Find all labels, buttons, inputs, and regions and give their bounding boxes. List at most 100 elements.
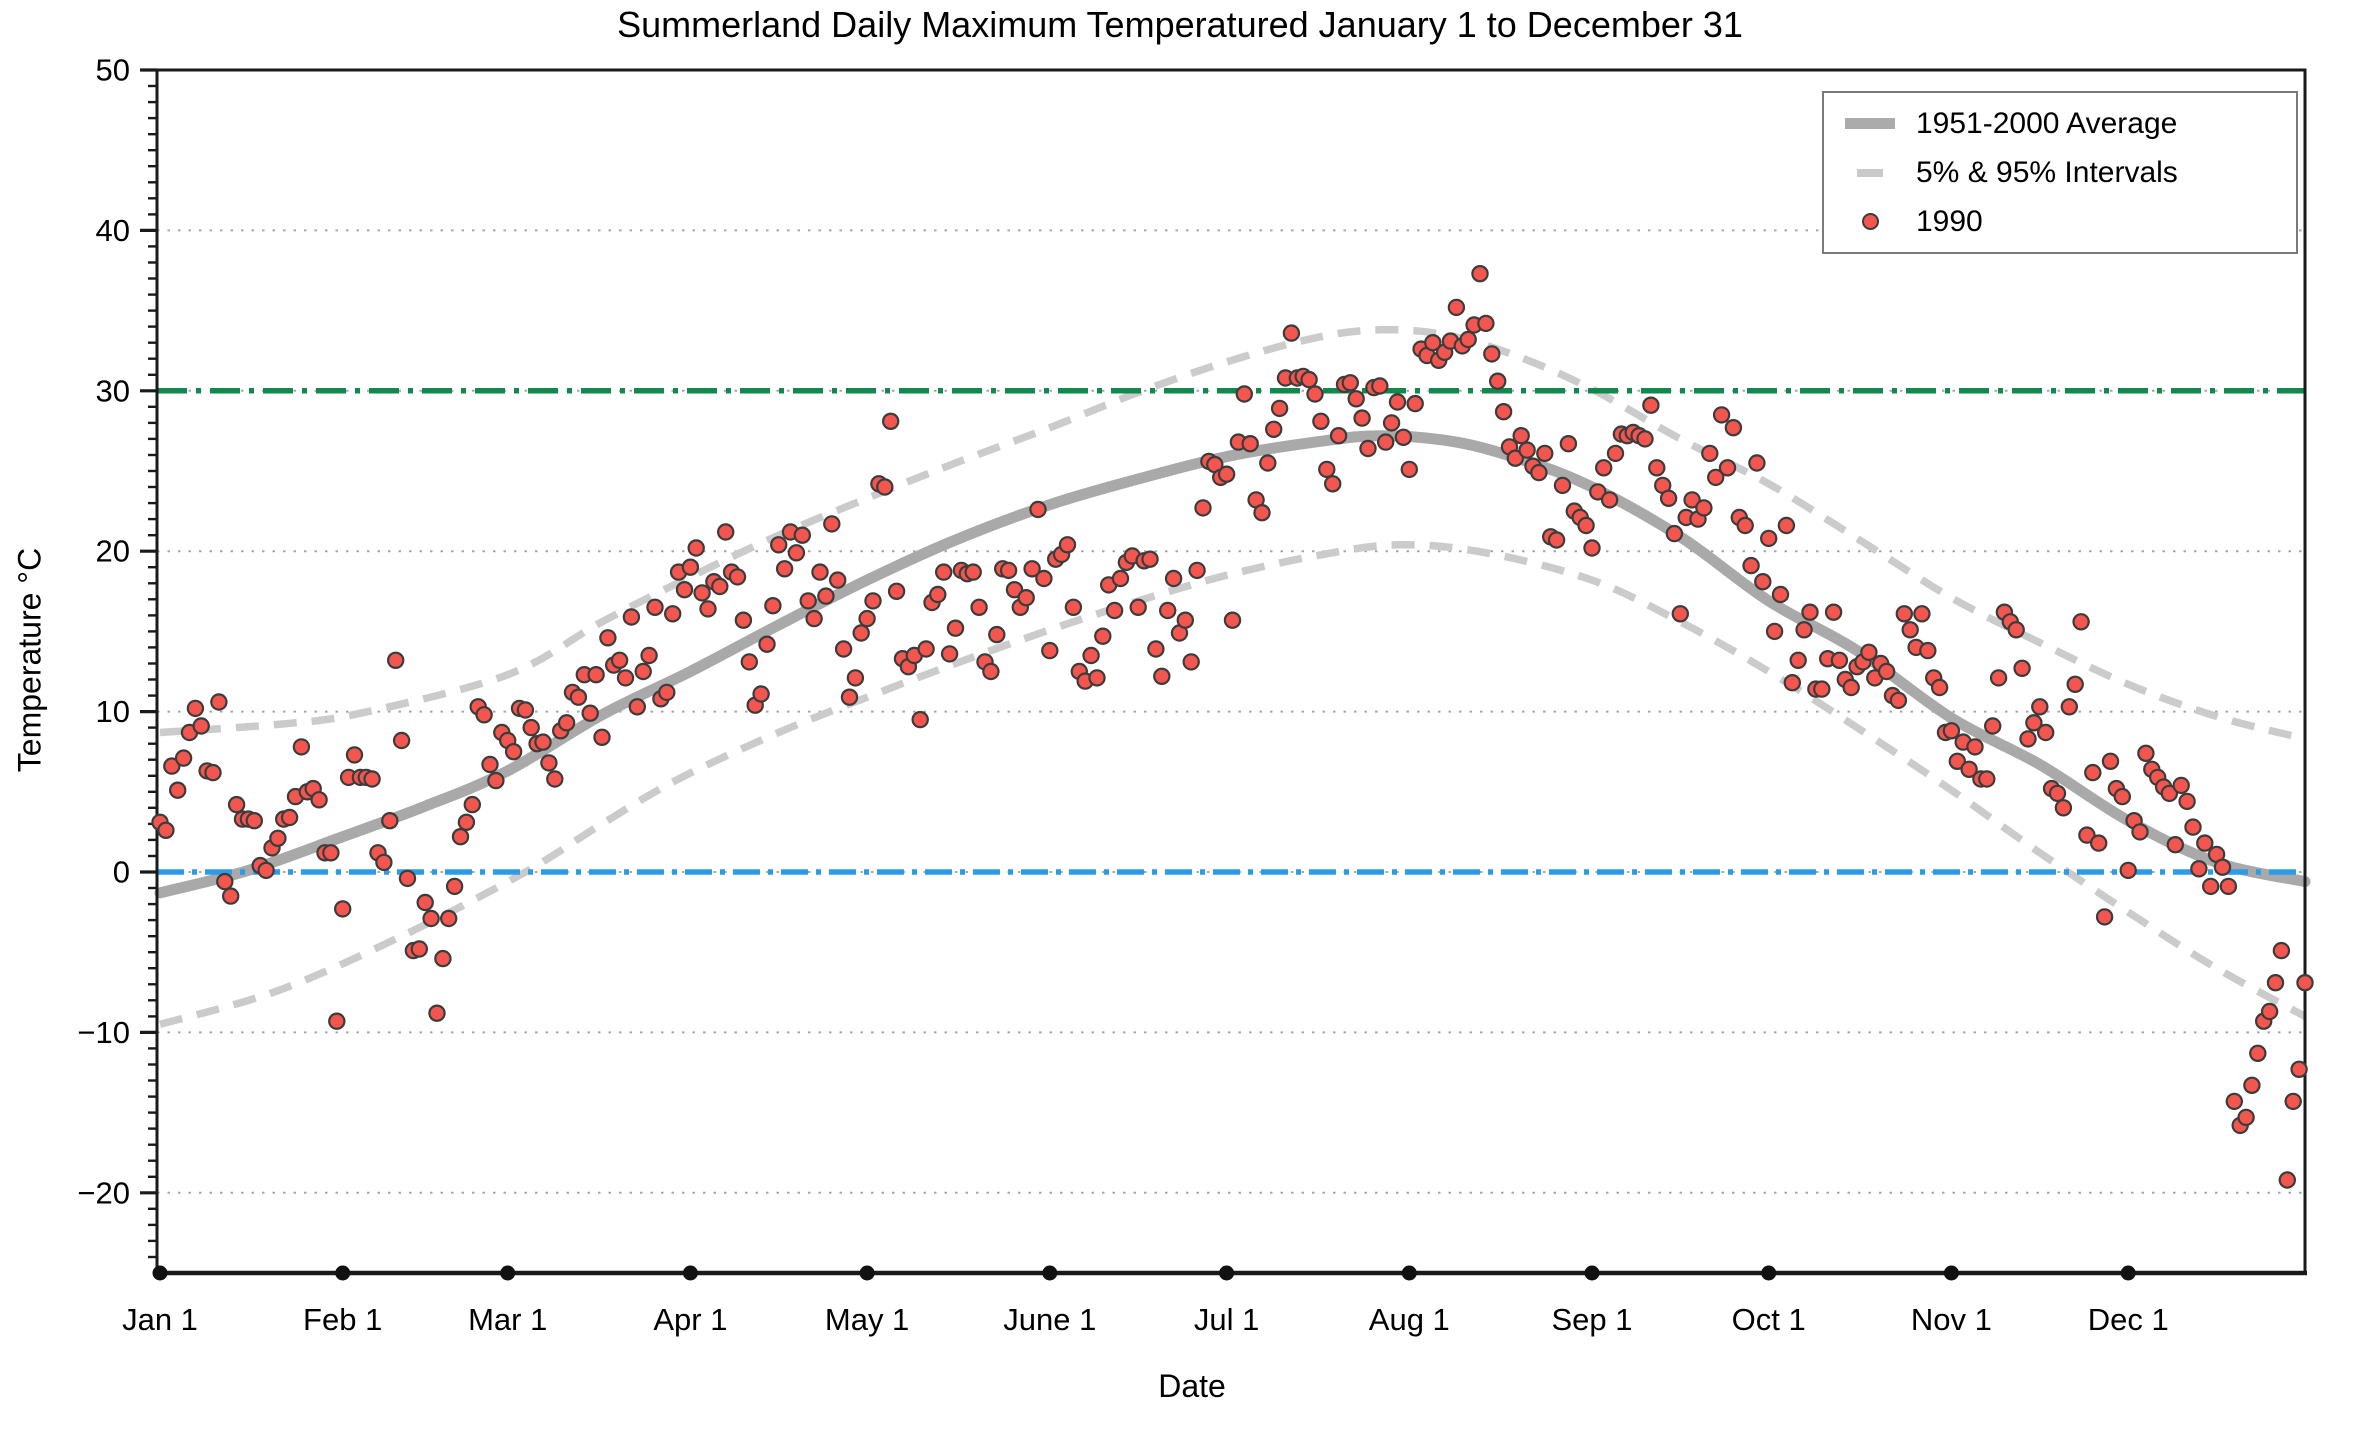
data-point-1990: [940, 645, 959, 663]
data-point-1990: [1082, 646, 1100, 665]
data-point-1990: [1406, 394, 1424, 413]
data-point-1990: [775, 560, 794, 578]
data-point-1990: [1830, 651, 1849, 670]
data-point-1990: [2190, 860, 2208, 878]
data-point-1990: [929, 585, 947, 604]
data-point-1990: [664, 605, 682, 623]
data-point-1990: [1960, 760, 1978, 779]
data-point-1990: [1530, 463, 1548, 482]
y-tick-label: 0: [113, 855, 130, 890]
data-point-1990: [1176, 611, 1195, 629]
scatter-dot-swatch-icon: [1861, 213, 1879, 230]
x-tick-label: Mar 1: [468, 1302, 547, 1337]
data-point-1990: [699, 600, 717, 618]
data-point-1990: [1889, 691, 1908, 710]
data-point-1990: [2225, 1092, 2243, 1111]
data-point-1990: [752, 685, 770, 703]
data-point-1990: [1930, 678, 1949, 697]
data-point-1990: [593, 728, 611, 747]
data-point-1990: [245, 812, 263, 830]
data-point-1990: [935, 563, 953, 581]
y-tick-label: −20: [77, 1175, 130, 1210]
data-point-1990: [540, 754, 558, 772]
data-point-1990: [2131, 823, 2149, 841]
x-tick-label: Feb 1: [303, 1302, 382, 1337]
data-point-1990: [1253, 504, 1271, 522]
data-point-1990: [1671, 605, 1690, 623]
data-point-1990: [457, 813, 476, 832]
data-point-1990: [1901, 621, 1919, 639]
legend-label-intervals: 5% & 95% Intervals: [1916, 155, 2178, 189]
data-point-1990: [1306, 385, 1324, 403]
data-point-1990: [1471, 265, 1489, 283]
data-point-1990: [292, 738, 311, 756]
data-point-1990: [1642, 396, 1660, 414]
data-point-1990: [174, 749, 193, 767]
data-point-1990: [1765, 622, 1784, 641]
data-point-1990: [445, 877, 464, 896]
month-tick-dot: [1943, 1265, 1959, 1281]
data-point-1990: [1506, 449, 1525, 467]
y-tick-label: 50: [96, 53, 130, 88]
y-tick-label: 30: [96, 373, 130, 408]
data-point-1990: [1577, 516, 1595, 535]
data-point-1990: [852, 624, 870, 642]
data-point-1990: [1300, 370, 1318, 389]
data-point-1990: [269, 829, 287, 848]
data-point-1990: [946, 619, 965, 637]
data-point-1990: [1913, 605, 1931, 623]
data-point-1990: [1736, 516, 1754, 535]
data-point-1990: [310, 791, 328, 809]
x-tick-label: May 1: [825, 1302, 909, 1337]
data-point-1990: [1017, 589, 1035, 607]
data-point-1990: [1919, 641, 1937, 660]
data-point-1990: [1942, 722, 1961, 740]
data-point-1990: [516, 701, 535, 719]
data-point-1990: [216, 872, 234, 891]
month-tick-dot: [1584, 1265, 1600, 1281]
data-point-1990: [1353, 409, 1371, 427]
data-point-1990: [1347, 390, 1365, 408]
data-point-1990: [858, 609, 876, 628]
data-point-1990: [1094, 627, 1112, 645]
data-point-1990: [157, 821, 175, 840]
data-point-1990: [628, 698, 647, 716]
data-point-1990: [1512, 427, 1530, 445]
data-point-1990: [1147, 640, 1165, 658]
data-point-1990: [2296, 974, 2314, 992]
data-point-1990: [1978, 770, 1996, 788]
month-tick-dot: [1401, 1265, 1417, 1281]
data-point-1990: [2089, 834, 2108, 852]
data-point-1990: [1553, 476, 1572, 495]
data-point-1990: [734, 611, 753, 629]
data-point-1990: [2113, 787, 2131, 806]
data-point-1990: [887, 582, 906, 601]
data-point-1990: [1483, 345, 1501, 363]
data-point-1990: [569, 688, 588, 706]
x-tick-label: Dec 1: [2088, 1302, 2169, 1337]
data-point-1990: [864, 592, 882, 610]
x-tick-label: Jul 1: [1194, 1302, 1259, 1337]
data-point-1990: [2260, 1002, 2279, 1021]
data-point-1990: [416, 893, 434, 912]
y-axis-title: Temperature °C: [11, 547, 48, 773]
data-point-1990: [392, 731, 411, 750]
data-point-1990: [375, 853, 393, 872]
data-point-1990: [581, 704, 599, 722]
data-point-1990: [599, 629, 617, 647]
data-point-1990: [504, 743, 523, 761]
data-point-1990: [982, 662, 1000, 681]
data-point-1990: [1129, 598, 1147, 617]
data-point-1990: [1188, 561, 1206, 580]
data-point-1990: [711, 577, 729, 596]
data-point-1990: [1583, 539, 1601, 557]
data-point-1990: [1259, 454, 1277, 472]
data-point-1990: [817, 587, 835, 605]
data-point-1990: [1312, 412, 1330, 430]
data-point-1990: [334, 900, 352, 918]
data-point-1990: [1029, 500, 1047, 519]
data-point-1990: [1164, 569, 1183, 588]
data-point-1990: [1223, 611, 1242, 629]
data-point-1990: [1795, 621, 1813, 639]
